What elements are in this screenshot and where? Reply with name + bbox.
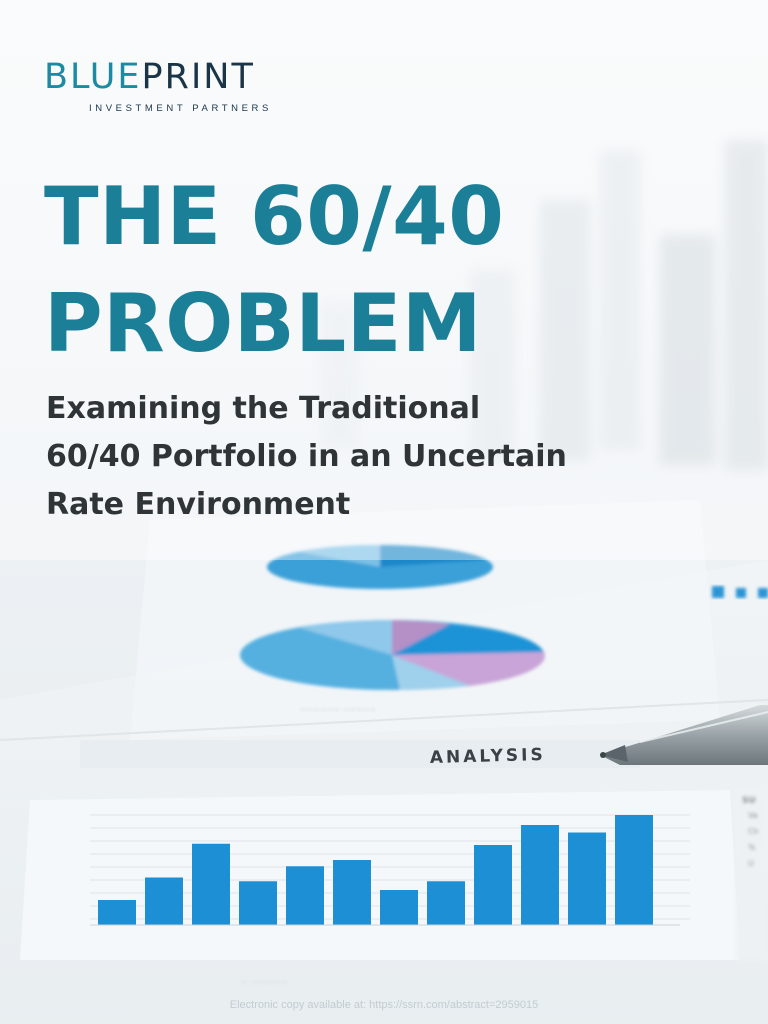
city-skyline <box>320 140 768 470</box>
logo-tagline: INVESTMENT PARTNERS <box>89 103 272 114</box>
pie-chart-top <box>267 545 493 589</box>
bar-chart-sheet <box>20 790 740 960</box>
photo-bar <box>568 832 606 925</box>
photo-bar <box>380 890 418 925</box>
photo-bar <box>521 825 559 925</box>
document-subtitle: Examining the Traditional 60/40 Portfoli… <box>46 385 567 529</box>
svg-text:Va: Va <box>748 811 758 820</box>
pie-chart-middle: ~~~~~~ ~~~~~ <box>240 620 545 714</box>
subtitle-line-3: Rate Environment <box>46 487 351 522</box>
logo-word-dark: PRINT <box>141 57 255 97</box>
svg-text:U: U <box>748 859 754 868</box>
title-line-1: THE 60/40 <box>44 170 505 263</box>
svg-text:%: % <box>748 843 756 852</box>
logo-word-blue: BLU <box>44 57 118 97</box>
photo-bar <box>333 860 371 925</box>
subtitle-line-2: 60/40 Portfolio in an Uncertain <box>46 439 567 474</box>
document-title: THE 60/40 PROBLEM <box>44 163 504 377</box>
logo-wordmark: BLUEPRINT <box>44 60 272 95</box>
photo-bar <box>427 881 465 925</box>
photo-bar <box>145 877 183 925</box>
report-heading: ANALYSIS <box>430 745 546 768</box>
ssrn-footer: Electronic copy available at: https://ss… <box>229 999 539 1011</box>
svg-text:~~~~~~ ~~~~~: ~~~~~~ ~~~~~ <box>300 705 376 714</box>
photo-bar <box>615 815 653 925</box>
svg-text:SU: SU <box>742 796 756 806</box>
subtitle-line-1: Examining the Traditional <box>46 391 481 426</box>
photo-bar <box>239 881 277 925</box>
logo-word-e: E <box>117 57 142 97</box>
title-line-2: PROBLEM <box>44 277 482 370</box>
photo-bar <box>286 866 324 925</box>
svg-text:Ch: Ch <box>748 827 759 836</box>
photo-bar <box>474 845 512 925</box>
photo-bar <box>192 843 230 925</box>
report-heading-strip: ANALYSIS <box>80 740 640 768</box>
blueprint-logo: BLUEPRINT INVESTMENT PARTNERS <box>44 60 272 115</box>
photo-bar <box>98 900 136 925</box>
pen <box>600 705 768 765</box>
svg-text:~ ~~~~~: ~ ~~~~~ <box>240 978 288 988</box>
